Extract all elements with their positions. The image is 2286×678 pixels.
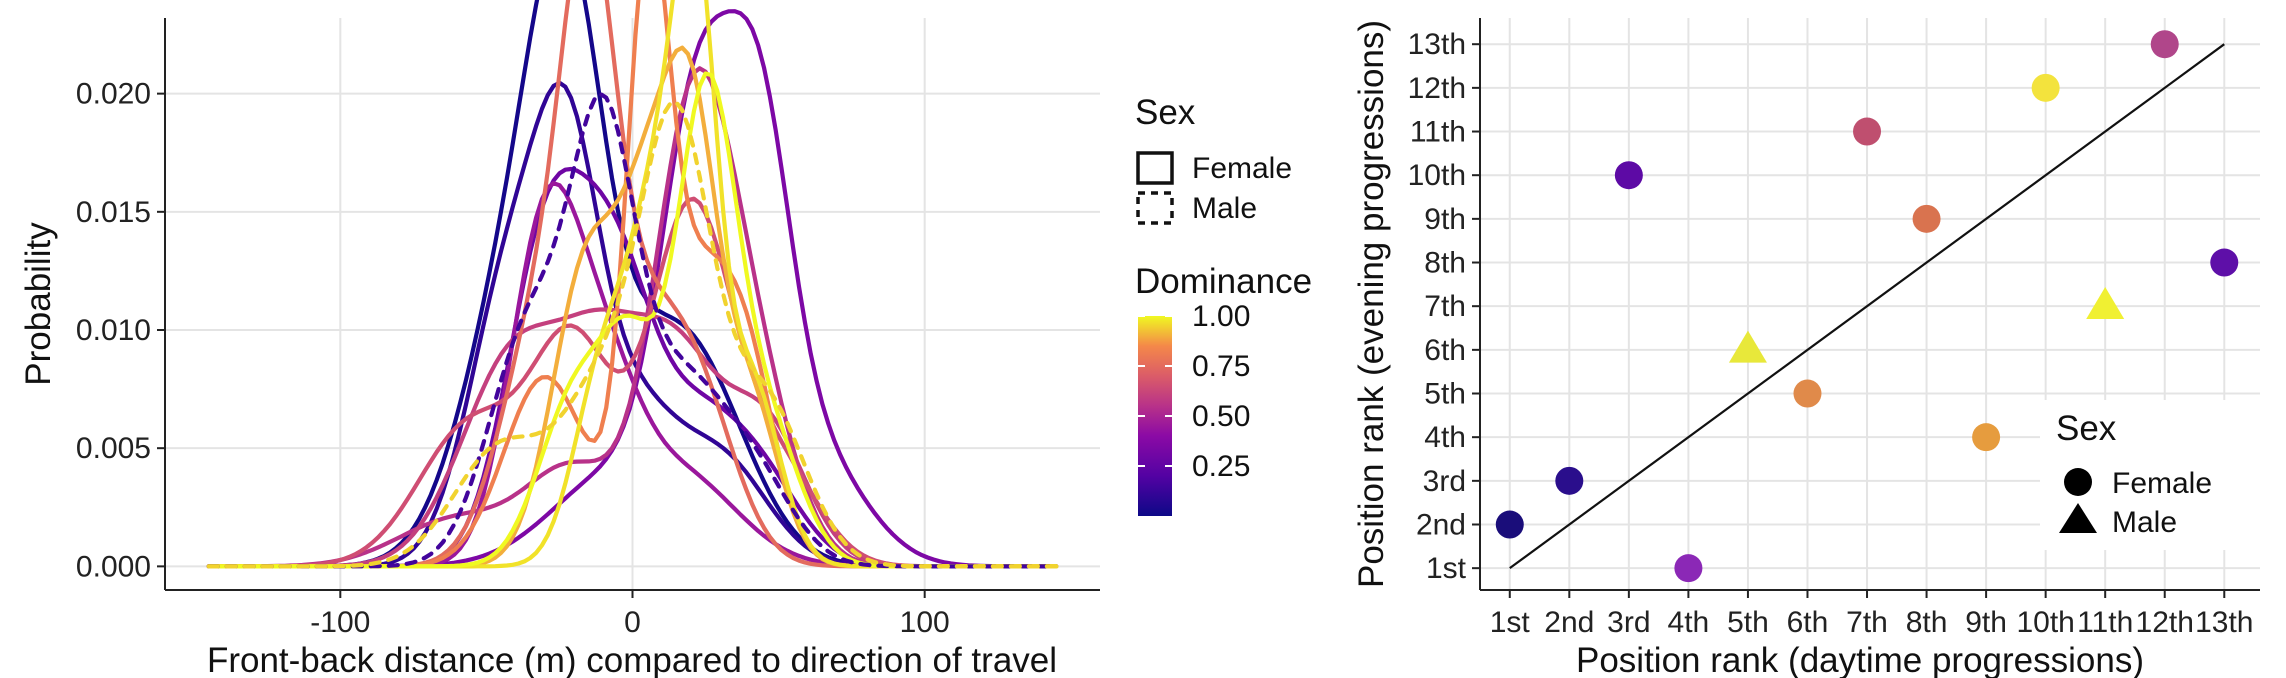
scatter-y-tick-label: 11th — [1410, 116, 1466, 149]
scatter-point-male — [1728, 330, 1767, 363]
scatter-point-male — [2086, 286, 2125, 319]
sex-legend-label-female: Female — [1192, 152, 1292, 185]
scatter-x-tick-label: 9th — [1965, 606, 2007, 639]
scatter-x-tick-label: 2nd — [1544, 606, 1594, 639]
density-x-tick-label: 0 — [624, 606, 641, 639]
density-curves — [206, 0, 1059, 569]
density-y-axis-title: Probability — [19, 222, 58, 386]
scatter-point-female — [1495, 510, 1524, 539]
scatter-point-female — [1555, 466, 1584, 495]
density-x-axis-title: Front-back distance (m) compared to dire… — [207, 641, 1057, 678]
sex-legend-key-female — [1136, 151, 1174, 185]
scatter-reference-line — [1509, 43, 2225, 570]
density-y-tick-label: 0.020 — [76, 78, 151, 111]
scatter-y-tick-label: 2nd — [1416, 509, 1466, 542]
sex-legend-key-male — [1136, 191, 1174, 225]
colorbar-tick-label: 0.75 — [1192, 350, 1250, 383]
scatter-x-tick-label: 8th — [1906, 606, 1948, 639]
scatter-y-tick-label: 13th — [1408, 28, 1466, 61]
scatter-x-tick-label: 1st — [1490, 606, 1531, 639]
scatter-x-ticks: 1st 2nd 3rd 4th 5th 6th 7th 8th 9th 10th 11th 12th 1… — [1490, 590, 2253, 639]
scatter-y-tick-label: 10th — [1408, 159, 1466, 192]
scatter-y-tick-label: 3rd — [1423, 465, 1466, 498]
scatter-x-tick-label: 5th — [1727, 606, 1769, 639]
density-curve-male — [206, 100, 1059, 569]
scatter-y-tick-label: 1st — [1426, 552, 1467, 585]
sex-legend-label-male: Male — [1192, 192, 1257, 225]
scatter-y-tick-label: 5th — [1424, 378, 1466, 411]
scatter-y-tick-label: 6th — [1424, 334, 1466, 367]
scatter-y-tick-label: 4th — [1424, 421, 1466, 454]
scatter-gridlines — [1480, 18, 2260, 590]
density-x-ticks: -100 0 100 — [310, 590, 950, 639]
scatter-legend-label-female: Female — [2112, 467, 2212, 500]
scatter-legend-title: Sex — [2056, 409, 2117, 448]
scatter-point-female — [1972, 423, 2001, 452]
density-curve-male — [206, 91, 1059, 569]
colorbar-tick-label: 0.25 — [1192, 450, 1250, 483]
density-y-tick-label: 0.015 — [76, 196, 151, 229]
rank-scatter-panel: 1st 2nd 3rd 4th 5th 6th 7th 8th 9th 10th 11th 12th 1… — [1352, 18, 2260, 678]
colorbar-tick-label: 0.50 — [1192, 400, 1250, 433]
scatter-point-female — [1674, 554, 1703, 583]
density-y-ticks: 0.000 0.005 0.010 0.015 0.020 — [76, 78, 165, 583]
scatter-y-ticks: 1st 2nd 3rd 4th 5th 6th 7th 8th 9th 10th 11th 12th 1… — [1408, 28, 1480, 585]
scatter-y-tick-label: 7th — [1424, 290, 1466, 323]
scatter-x-tick-label: 10th — [2016, 606, 2074, 639]
scatter-legend-key-male — [2059, 503, 2097, 533]
scatter-point-female — [1853, 117, 1882, 146]
scatter-y-tick-label: 9th — [1424, 203, 1466, 236]
density-y-tick-label: 0.005 — [76, 432, 151, 465]
density-x-tick-label: -100 — [310, 606, 370, 639]
scatter-x-tick-label: 13th — [2195, 606, 2253, 639]
density-panel: -100 0 100 0.000 0.005 0.010 0.015 0.020 Front… — [19, 0, 1312, 678]
scatter-x-axis-title: Position rank (daytime progressions) — [1576, 641, 2144, 678]
density-legend: Sex Female Male Dominance 0.25 0.50 0.75 1.… — [1135, 93, 1312, 516]
scatter-points — [1495, 30, 2239, 583]
scatter-legend-label-male: Male — [2112, 506, 2177, 539]
scatter-x-tick-label: 6th — [1787, 606, 1829, 639]
density-y-tick-label: 0.000 — [76, 550, 151, 583]
sex-legend-title: Sex — [1135, 93, 1196, 132]
scatter-legend: Sex Female Male — [2040, 400, 2260, 550]
density-y-tick-label: 0.010 — [76, 314, 151, 347]
scatter-point-female — [2210, 248, 2239, 277]
scatter-x-tick-label: 3rd — [1607, 606, 1650, 639]
scatter-point-female — [1912, 204, 1941, 233]
scatter-point-female — [2031, 73, 2060, 102]
scatter-legend-key-female — [2064, 468, 2092, 496]
scatter-point-female — [1793, 379, 1822, 408]
scatter-y-axis-title: Position rank (evening progressions) — [1352, 20, 1391, 588]
colorbar-tick-label: 1.00 — [1192, 300, 1250, 333]
dominance-colorbar-ticks: 0.25 0.50 0.75 1.00 — [1138, 300, 1250, 483]
scatter-y-tick-label: 8th — [1424, 247, 1466, 280]
scatter-point-female — [2150, 30, 2179, 59]
scatter-x-tick-label: 11th — [2077, 606, 2133, 639]
scatter-x-tick-label: 7th — [1846, 606, 1888, 639]
dominance-legend-title: Dominance — [1135, 262, 1312, 301]
density-x-tick-label: 100 — [900, 606, 950, 639]
scatter-x-tick-label: 12th — [2136, 606, 2194, 639]
scatter-point-female — [1614, 161, 1643, 190]
scatter-y-tick-label: 12th — [1408, 72, 1466, 105]
scatter-x-tick-label: 4th — [1668, 606, 1710, 639]
